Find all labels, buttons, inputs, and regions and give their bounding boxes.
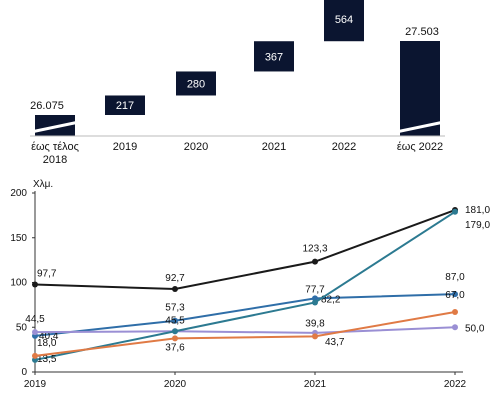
- data-label-s0-0: 97,7: [37, 269, 57, 280]
- waterfall-value-label-5: 27.503: [405, 26, 439, 38]
- waterfall-category-label-3-0: 2021: [262, 141, 286, 153]
- point-s1-1: [172, 317, 178, 324]
- data-label-s2-3: 50,0: [465, 323, 485, 334]
- point-s0-2: [312, 258, 318, 265]
- data-label-s1-0: 40,4: [39, 331, 59, 342]
- waterfall-value-label-1: 217: [116, 100, 134, 112]
- data-label-s2-0: 44,5: [25, 314, 45, 325]
- data-label-s4-3: 67,0: [445, 290, 465, 301]
- waterfall-category-label-0-0: έως τέλος: [31, 141, 79, 153]
- data-label-s2-1: 45,5: [165, 315, 185, 326]
- waterfall-value-label-2: 280: [187, 78, 205, 90]
- point-s2-0: [32, 329, 38, 336]
- y-axis-label: Χλμ.: [33, 179, 53, 190]
- data-label-s3-3: 179,0: [465, 220, 490, 231]
- x-tick-label-0: 2019: [24, 379, 47, 390]
- point-s3-1: [172, 328, 178, 335]
- y-tick-label-3: 150: [10, 233, 27, 244]
- point-s4-1: [172, 335, 178, 342]
- point-s3-3: [452, 208, 458, 215]
- line-series-2: [34, 326, 456, 334]
- data-label-s1-3: 87,0: [445, 272, 465, 283]
- line-series-3: [34, 210, 456, 361]
- data-label-s0-1: 92,7: [165, 273, 185, 284]
- x-tick-label-1: 2020: [164, 379, 187, 390]
- data-label-s0-3: 181,0: [465, 205, 490, 216]
- waterfall-category-label-0-1: 2018: [43, 154, 67, 166]
- waterfall-bar-4: [324, 0, 364, 42]
- data-label-s0-2: 123,3: [302, 244, 327, 255]
- data-label-s1-2: 82,2: [321, 294, 341, 305]
- x-tick-label-3: 2022: [444, 379, 467, 390]
- data-label-s4-2: 39,8: [305, 318, 325, 329]
- point-s0-1: [172, 286, 178, 293]
- point-s0-0: [32, 281, 38, 288]
- data-label-s1-1: 57,3: [165, 303, 185, 314]
- line-series-0: [34, 209, 456, 291]
- point-s1-3: [452, 291, 458, 298]
- waterfall-category-label-2-0: 2020: [184, 141, 208, 153]
- waterfall-bar-2: [176, 71, 216, 96]
- y-tick-label-1: 50: [16, 322, 28, 333]
- x-tick-label-2: 2021: [304, 379, 327, 390]
- waterfall-category-label-4-0: 2022: [332, 141, 356, 153]
- data-label-s3-2: 77,7: [305, 284, 325, 295]
- point-s3-2: [312, 299, 318, 306]
- waterfall-value-label-4: 564: [335, 14, 353, 26]
- waterfall-value-label-3: 367: [265, 51, 283, 63]
- data-label-s3-0: 13,5: [37, 354, 57, 365]
- axis-break-mark-0: [30, 120, 80, 134]
- data-label-s2-2: 43,7: [325, 337, 345, 348]
- axis-break-mark-5: [395, 120, 445, 134]
- waterfall-category-label-1-0: 2019: [113, 141, 137, 153]
- y-tick-label-4: 200: [10, 188, 27, 199]
- point-s4-0: [32, 352, 38, 359]
- line-series-1: [34, 293, 456, 337]
- point-s4-3: [452, 309, 458, 316]
- y-tick-label-2: 100: [10, 278, 27, 289]
- waterfall-value-label-0: 26.075: [30, 100, 64, 112]
- y-tick-label-0: 0: [21, 367, 27, 378]
- point-s4-2: [312, 333, 318, 340]
- waterfall-bar-3: [254, 41, 294, 72]
- point-s2-3: [452, 324, 458, 331]
- waterfall-category-label-5-0: έως 2022: [397, 141, 443, 153]
- data-label-s4-0: 18,0: [37, 338, 57, 349]
- data-label-s4-1: 37,6: [165, 342, 185, 353]
- line-series-4: [34, 311, 456, 357]
- waterfall-bar-5: [400, 41, 440, 136]
- waterfall-bar-1: [105, 95, 145, 115]
